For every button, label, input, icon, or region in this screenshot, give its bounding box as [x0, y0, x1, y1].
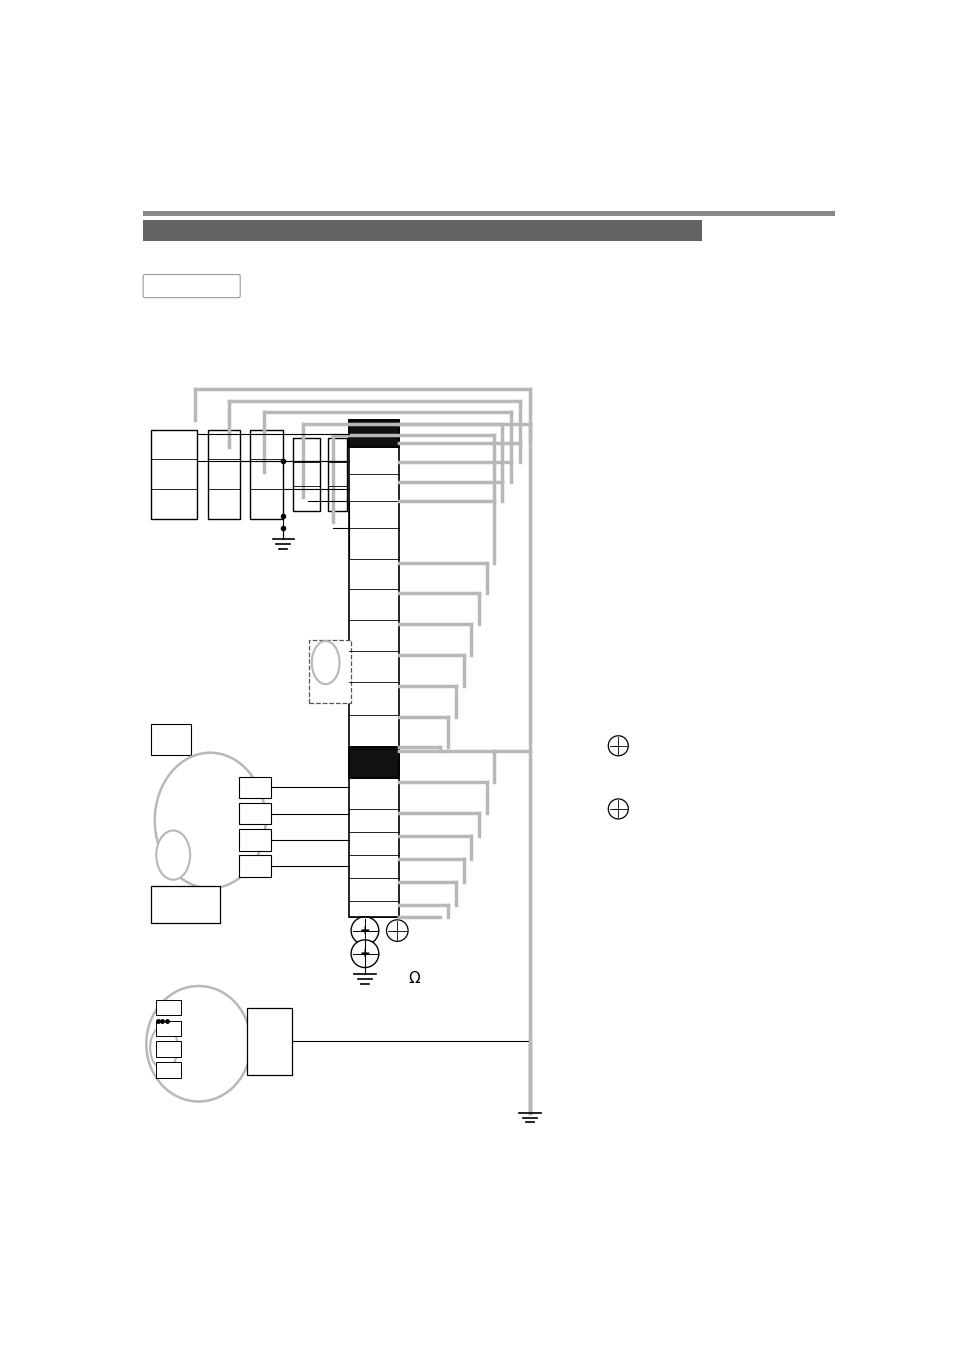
Ellipse shape	[156, 831, 190, 880]
Circle shape	[386, 920, 408, 942]
Bar	[349, 747, 398, 778]
Ellipse shape	[312, 642, 339, 684]
Circle shape	[351, 917, 378, 944]
Bar	[250, 430, 282, 519]
Bar	[151, 886, 220, 923]
Bar	[151, 430, 197, 519]
Bar	[349, 420, 398, 748]
Text: +: +	[359, 947, 370, 961]
Bar	[156, 1000, 181, 1016]
Bar	[208, 430, 240, 519]
Bar	[349, 747, 398, 917]
FancyBboxPatch shape	[143, 274, 240, 297]
Bar	[238, 777, 271, 798]
Bar	[156, 1062, 181, 1078]
Circle shape	[608, 798, 628, 819]
Circle shape	[608, 736, 628, 755]
Circle shape	[351, 940, 378, 967]
Bar	[143, 211, 834, 216]
Ellipse shape	[154, 753, 265, 888]
Text: −: −	[612, 742, 620, 751]
Bar	[349, 420, 398, 447]
Bar	[238, 830, 271, 851]
Ellipse shape	[146, 986, 251, 1101]
Bar	[328, 438, 347, 511]
Bar	[293, 438, 319, 511]
Bar	[156, 1042, 181, 1056]
Bar	[156, 1020, 181, 1036]
Bar	[238, 855, 271, 877]
Bar	[309, 639, 351, 703]
Text: −: −	[392, 927, 399, 938]
Bar	[143, 220, 701, 242]
Text: +: +	[359, 924, 370, 938]
Text: −: −	[612, 805, 620, 815]
Bar	[247, 1008, 292, 1075]
Bar	[151, 724, 191, 755]
Ellipse shape	[150, 1025, 177, 1069]
Text: Ω: Ω	[409, 971, 420, 986]
Bar	[238, 802, 271, 824]
